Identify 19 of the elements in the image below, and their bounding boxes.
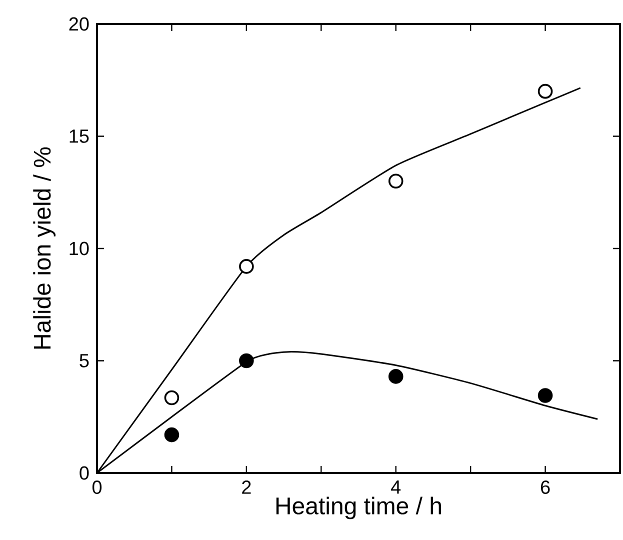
- point: [239, 353, 254, 368]
- point: [538, 84, 553, 99]
- point: [164, 390, 180, 406]
- x-tick-label: 6: [540, 480, 550, 494]
- point: [538, 388, 553, 403]
- point: [388, 369, 404, 384]
- y-axis-title: Halide ion yield / %: [33, 147, 56, 349]
- y-tick-label: 5: [80, 354, 89, 368]
- point: [239, 259, 254, 274]
- y-tick-label: 20: [69, 17, 89, 31]
- x-tick-label: 0: [92, 480, 102, 494]
- x-axis-title: Heating time / h: [276, 496, 441, 520]
- y-tick-label: 0: [80, 466, 89, 480]
- point: [164, 427, 180, 442]
- x-tick-label: 2: [242, 480, 251, 494]
- y-tick-label: 10: [70, 242, 89, 256]
- x-tick-label: 4: [391, 480, 401, 494]
- y-tick-label: 15: [70, 130, 89, 143]
- point: [388, 174, 404, 189]
